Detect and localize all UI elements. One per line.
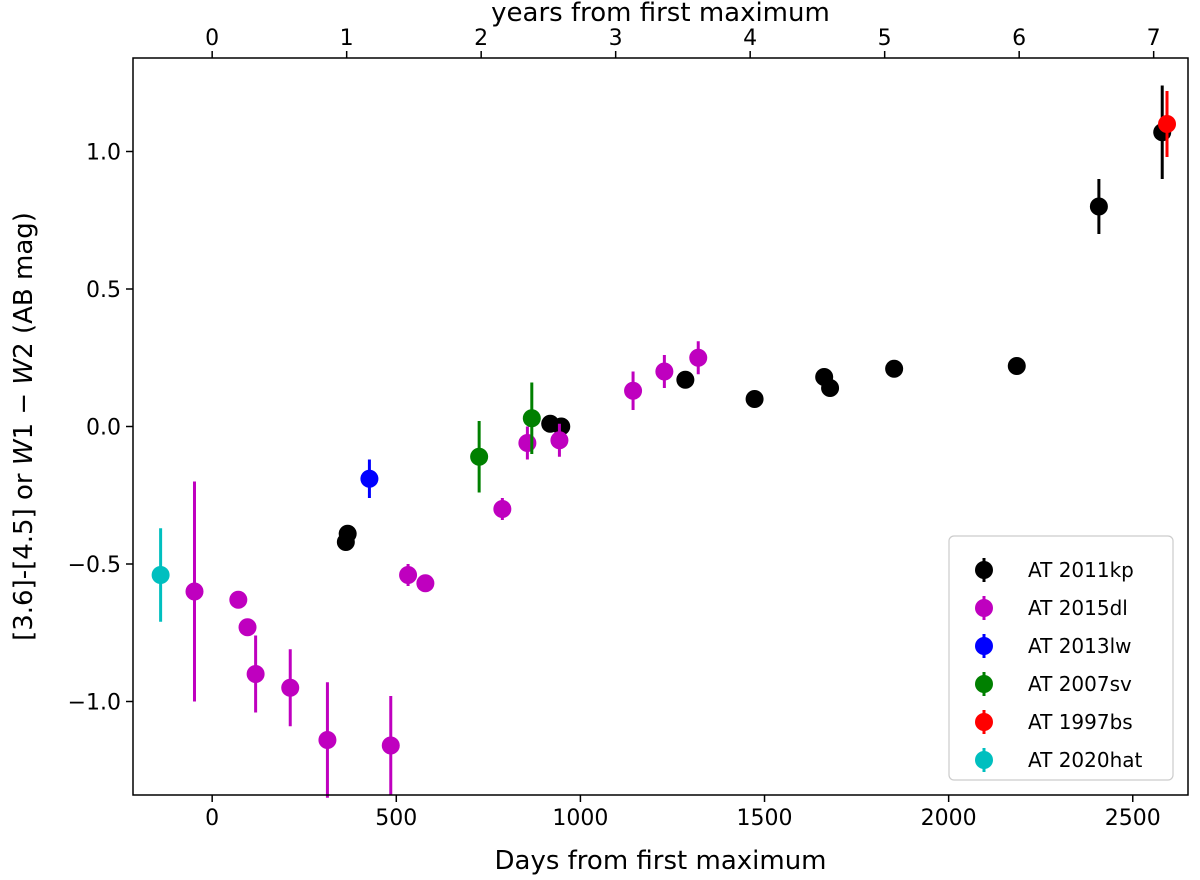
x-tick-label: 2000 — [921, 806, 977, 831]
y-axis-title-part: [3.6]-[4.5] or — [9, 465, 39, 641]
data-point — [1158, 115, 1177, 133]
y-tick-label: 0.0 — [86, 416, 121, 441]
top-tick-label: 7 — [1147, 26, 1161, 51]
data-point — [676, 370, 695, 389]
plot-area — [151, 85, 1177, 798]
x-tick-label: 1000 — [552, 806, 608, 831]
y-tick-label: 0.5 — [86, 278, 121, 303]
data-point — [885, 359, 904, 378]
data-point — [470, 447, 489, 466]
x-axis-title: Days from first maximum — [495, 846, 827, 876]
data-point — [522, 409, 541, 428]
series-at-2015dl — [185, 341, 708, 798]
series-at-1997bs — [1158, 91, 1177, 157]
legend-label: AT 2015dl — [1028, 596, 1128, 620]
y-axis-title-part: W — [9, 358, 39, 385]
top-tick-label: 2 — [474, 26, 488, 51]
series-at-2020hat — [151, 528, 170, 622]
data-point — [821, 379, 840, 397]
plot-frame — [132, 57, 1189, 796]
data-point — [624, 381, 643, 400]
data-point — [399, 566, 418, 584]
data-point — [238, 618, 257, 637]
data-point — [185, 582, 204, 601]
legend-label: AT 2013lw — [1028, 634, 1132, 658]
legend: AT 2011kp AT 2015dl AT 2013lw AT 2007sv AT 1… — [948, 535, 1174, 781]
x-tick-label: 1500 — [737, 806, 793, 831]
legend-label: AT 2020hat — [1028, 748, 1143, 772]
data-point — [229, 590, 248, 609]
y-tick-label: −1.0 — [68, 691, 121, 716]
data-point — [246, 665, 265, 683]
y-axis-title: [3.6]-[4.5] or W1 − W2 (AB mag) — [9, 212, 39, 641]
data-point — [518, 434, 537, 452]
data-point — [689, 348, 708, 367]
legend-label: AT 2007sv — [1028, 672, 1132, 696]
data-point — [360, 469, 379, 488]
legend-label: AT 1997bs — [1028, 710, 1133, 734]
series-at-2013lw — [360, 459, 379, 498]
data-point — [493, 500, 512, 518]
data-point — [281, 678, 300, 697]
y-axis-title-part: 2 (AB mag) — [9, 212, 39, 359]
axis-ticks: 0 500 1000 1500 2000 2500 −1.0 −0.5 0.0 0.5 1.0 0 1 2… — [68, 26, 1161, 831]
data-point — [416, 574, 435, 593]
top-tick-label: 1 — [340, 26, 354, 51]
legend-marker — [975, 561, 993, 579]
x-tick-label: 500 — [375, 806, 417, 831]
top-tick-label: 3 — [609, 26, 623, 51]
data-point — [318, 731, 337, 749]
data-point — [1007, 357, 1026, 375]
data-point — [552, 417, 571, 436]
x-tick-label: 2500 — [1105, 806, 1161, 831]
series-at-2007sv — [470, 382, 541, 493]
legend-marker — [975, 675, 993, 693]
y-tick-label: −0.5 — [68, 553, 121, 578]
legend-box — [948, 535, 1174, 781]
top-tick-label: 4 — [743, 26, 757, 51]
data-point — [655, 362, 674, 381]
legend-marker — [975, 637, 993, 655]
top-tick-label: 5 — [878, 26, 892, 51]
top-tick-label: 0 — [205, 26, 219, 51]
data-point — [1089, 197, 1108, 216]
data-point — [338, 524, 357, 543]
x-tick-label: 0 — [205, 806, 219, 831]
legend-marker — [975, 751, 993, 769]
y-tick-label: 1.0 — [86, 141, 121, 166]
data-point — [381, 736, 400, 755]
y-axis-title-part: W — [9, 438, 39, 465]
data-point — [151, 566, 170, 584]
top-axis-title: years from first maximum — [491, 0, 830, 28]
y-axis-title-part: 1 − — [9, 385, 39, 440]
data-point — [745, 390, 764, 408]
top-tick-label: 6 — [1012, 26, 1026, 51]
legend-marker — [975, 713, 993, 731]
series-at-2011kp — [336, 85, 1172, 551]
data-point — [550, 431, 569, 450]
legend-marker — [975, 599, 993, 617]
legend-label: AT 2011kp — [1028, 558, 1134, 582]
